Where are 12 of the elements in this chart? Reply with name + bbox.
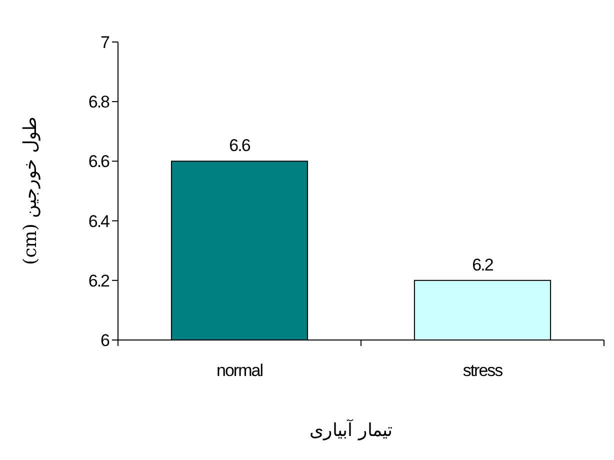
x-tick-label: stress [462,361,503,380]
y-tick-label: 6.6 [88,152,110,172]
y-tick-label: 6.4 [88,212,110,231]
y-tick-label: 6 [100,331,110,350]
data-label: 6.6 [229,136,250,156]
x-tick-label: normal [216,361,263,380]
y-axis-title: طول خورجین (cm) [20,117,41,265]
x-axis-title: تیمار آبیاری [310,419,392,441]
y-tick-label: 6.2 [88,271,110,290]
y-tick-label: 7 [100,33,110,52]
data-label: 6.2 [472,255,494,274]
y-tick-label: 6.8 [88,92,110,112]
